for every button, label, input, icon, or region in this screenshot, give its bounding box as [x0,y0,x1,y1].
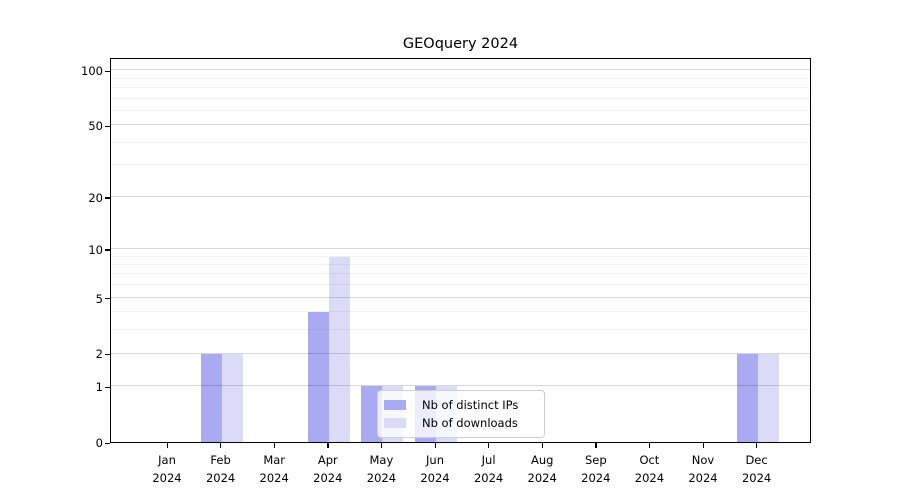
x-axis-tick-label-feb: Feb 2024 [205,453,236,485]
major-gridline-10 [111,247,810,249]
legend-entry-distinct-ips: Nb of distinct IPs [384,396,538,414]
bar-distinct-ips-dec [736,353,758,442]
major-gridline-50 [111,124,810,126]
major-gridline-100 [111,69,810,71]
bar-distinct-ips-feb [200,353,222,442]
x-axis-tick-label-aug: Aug 2024 [527,453,557,485]
x-axis-tick-label-dec: Dec 2024 [741,453,772,485]
x-tick-aug [541,443,543,448]
x-axis-tick-label-nov: Nov 2024 [688,453,718,485]
x-tick-mar [273,443,275,448]
x-axis-tick-label-apr: Apr 2024 [313,453,343,485]
y-axis-tick-label-0: 0 [95,436,103,450]
x-tick-dec [756,443,758,448]
y-axis-tick-label-50: 50 [88,119,103,134]
x-tick-sep [595,443,597,448]
x-axis-tick-label-jun: Jun 2024 [420,453,450,485]
major-gridline-5 [111,296,810,298]
x-axis-tick-label-jan: Jan 2024 [152,453,182,485]
y-axis-tick-label-5: 5 [95,291,103,306]
x-tick-jul [488,443,490,448]
x-tick-feb [220,443,222,448]
y-tick-0 [105,442,110,444]
bar-distinct-ips-apr [307,312,329,442]
legend: Nb of distinct IPs Nb of downloads [377,390,545,438]
y-axis-tick-label-2: 2 [95,347,103,362]
x-tick-nov [702,443,704,448]
y-tick-2 [105,353,110,356]
x-axis-tick-label-mar: Mar 2024 [259,453,289,485]
legend-swatch-distinct-ips [384,400,406,410]
major-gridline-1 [111,385,810,387]
y-axis-tick-label-100: 100 [81,64,103,79]
minor-gridline-3 [111,329,810,331]
y-tick-100 [105,70,110,72]
y-tick-10 [105,249,110,251]
legend-label-downloads: Nb of downloads [422,416,518,430]
minor-gridline-90 [111,77,810,79]
y-tick-1 [105,386,110,388]
minor-gridline-6 [111,284,810,286]
y-axis-tick-label-10: 10 [88,242,103,257]
y-axis-tick-label-1: 1 [95,380,103,395]
y-tick-20 [105,197,110,199]
x-tick-jun [434,443,436,448]
y-tick-5 [105,298,110,300]
bar-downloads-dec [757,353,779,442]
minor-gridline-9 [111,255,810,257]
legend-entry-downloads: Nb of downloads [384,414,538,432]
x-axis-tick-label-oct: Oct 2024 [634,453,665,485]
plot-area [110,58,811,443]
minor-gridline-40 [111,141,810,143]
x-axis-tick-label-sep: Sep 2024 [581,453,611,485]
x-axis-tick-label-may: May 2024 [366,453,397,485]
minor-gridline-30 [111,164,810,166]
major-gridline-2 [111,352,810,354]
bar-downloads-apr [328,256,350,442]
legend-label-distinct-ips: Nb of distinct IPs [422,398,519,412]
x-tick-jan [166,443,168,448]
x-tick-oct [648,443,651,448]
minor-gridline-60 [111,109,810,111]
minor-gridline-70 [111,97,810,99]
major-gridline-20 [111,195,810,197]
x-axis-tick-label-jul: Jul 2024 [473,453,504,485]
legend-swatch-downloads [384,418,406,428]
y-axis-tick-label-20: 20 [88,190,103,205]
x-tick-apr [327,443,329,448]
y-tick-50 [105,125,110,128]
bar-downloads-feb [221,353,243,442]
x-tick-may [380,443,383,448]
chart-title: GEOquery 2024 [402,36,519,52]
minor-gridline-7 [111,273,810,275]
minor-gridline-4 [111,311,810,313]
minor-gridline-80 [111,86,810,88]
minor-gridline-8 [111,264,810,265]
